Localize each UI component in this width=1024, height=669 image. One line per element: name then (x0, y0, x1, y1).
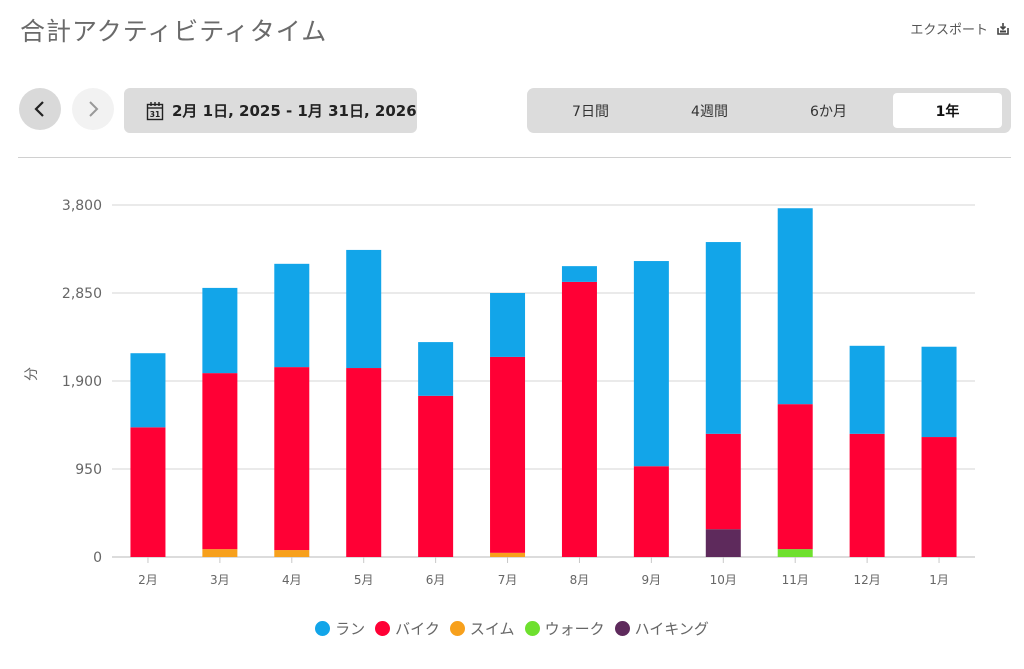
export-icon (997, 22, 1009, 35)
bar-segment (921, 346, 957, 438)
bar-segment (633, 261, 669, 467)
bar-segment (705, 433, 741, 530)
bar-segment (346, 249, 382, 369)
x-tick-label: 4月 (282, 573, 302, 587)
legend-swatch (524, 621, 540, 636)
legend-swatch (614, 621, 630, 636)
svg-text:31: 31 (150, 110, 160, 119)
x-tick-label: 8月 (570, 573, 590, 587)
period-option-7days[interactable]: 7日間 (572, 103, 609, 120)
legend-label: バイク (395, 620, 440, 638)
x-tick-label: 9月 (642, 573, 662, 587)
legend-item[interactable]: ウォーク (524, 618, 605, 639)
legend-item[interactable]: スイム (449, 618, 515, 639)
y-tick-label: 3,800 (62, 198, 102, 214)
legend-label: ラン (335, 620, 366, 638)
period-selector: 7日間 4週間 6か月 1年 (527, 88, 1011, 133)
legend-label: ウォーク (544, 620, 605, 638)
next-period-button[interactable] (72, 88, 114, 130)
bar-segment (561, 281, 597, 557)
bar-segment (921, 437, 957, 557)
date-range-label: 2月 1日, 2025 - 1月 31日, 2026 (172, 102, 417, 120)
legend-item[interactable]: バイク (375, 618, 440, 639)
date-range-picker[interactable]: 31 2月 1日, 2025 - 1月 31日, 2026 (124, 88, 417, 133)
x-tick-label: 1月 (929, 573, 949, 587)
period-option-6months[interactable]: 6か月 (810, 103, 847, 120)
legend-swatch (449, 621, 465, 636)
bar-segment (202, 549, 238, 557)
legend-label: ハイキング (634, 620, 709, 638)
bar-segment (130, 427, 166, 557)
bar-segment (777, 404, 813, 550)
bar-segment (346, 368, 382, 557)
chevron-right-icon (89, 101, 99, 117)
bar-segment (130, 353, 166, 428)
x-tick-label: 6月 (426, 573, 446, 587)
bar-segment (202, 287, 238, 374)
y-tick-label: 950 (75, 462, 102, 478)
bar-segment (849, 345, 885, 434)
chevron-left-icon (34, 101, 44, 117)
legend-swatch (375, 621, 391, 636)
bar-segment (849, 433, 885, 557)
y-tick-label: 1,900 (62, 374, 102, 390)
x-tick-label: 10月 (710, 573, 737, 587)
page-title: 合計アクティビティタイム (20, 17, 328, 46)
legend-label: スイム (469, 620, 515, 638)
bar-segment (274, 263, 310, 368)
x-tick-label: 5月 (354, 573, 374, 587)
bar-segment (418, 395, 454, 557)
legend-swatch (315, 621, 331, 636)
bar-segment (274, 550, 310, 557)
bar-segment (777, 208, 813, 405)
legend-item[interactable]: ハイキング (614, 618, 709, 639)
bar-segment (202, 373, 238, 550)
y-tick-label: 0 (93, 550, 102, 566)
export-button[interactable]: エクスポート (910, 19, 1010, 38)
export-label: エクスポート (910, 23, 988, 38)
legend-item[interactable]: ラン (315, 618, 365, 639)
x-tick-label: 2月 (138, 573, 158, 587)
bar-segment (777, 549, 813, 557)
bar-segment (633, 466, 669, 557)
x-tick-label: 12月 (853, 573, 880, 587)
x-tick-label: 7月 (498, 573, 518, 587)
previous-period-button[interactable] (19, 88, 61, 130)
y-tick-label: 2,850 (62, 286, 102, 302)
x-tick-label: 11月 (782, 573, 809, 587)
bar-segment (490, 356, 526, 553)
period-option-4weeks[interactable]: 4週間 (691, 103, 728, 120)
chart-legend: ラン バイク スイム ウォーク ハイキング (0, 618, 1024, 639)
y-axis-label: 分 (24, 367, 40, 381)
activity-time-chart: 0 950 1,900 2,850 3,800 分 2月 3月 4月 5月 6月 7月 8月 9月 10月 1… (24, 198, 975, 587)
period-option-1year[interactable]: 1年 (893, 93, 1002, 128)
bar-segment (490, 293, 526, 357)
bar-segment (561, 266, 597, 282)
x-tick-label: 3月 (210, 573, 230, 587)
bar-segment (705, 242, 741, 434)
bar-segment (418, 342, 454, 396)
bar-segment (490, 552, 526, 557)
calendar-icon: 31 (146, 101, 164, 120)
bar-segment (705, 529, 741, 557)
header-divider (18, 157, 1011, 158)
bar-segment (274, 367, 310, 551)
